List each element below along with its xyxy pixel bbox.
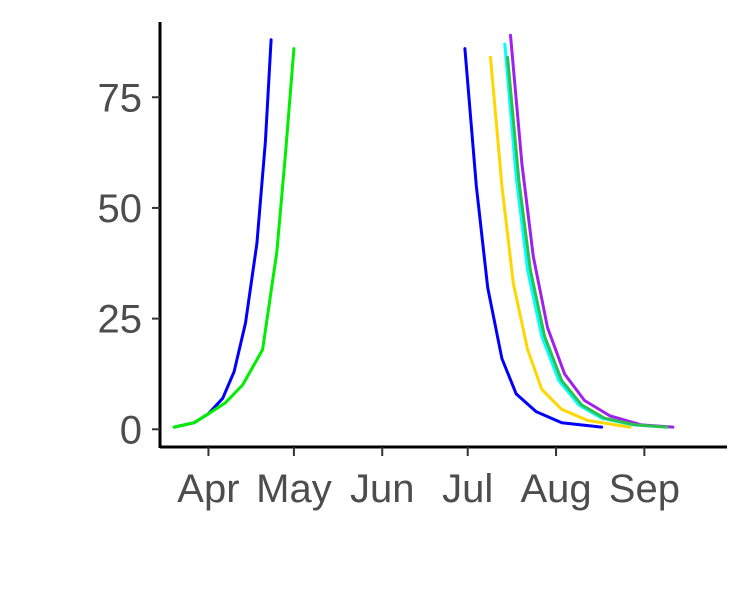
x-tick-label: Sep bbox=[609, 467, 680, 511]
x-tick-label: Jun bbox=[350, 467, 415, 511]
x-tick-label: Aug bbox=[520, 467, 591, 511]
series-line-2 bbox=[463, 47, 604, 429]
x-tick-label: Apr bbox=[177, 467, 239, 511]
series-line-1 bbox=[172, 47, 296, 429]
x-tick-label: Jul bbox=[442, 467, 493, 511]
y-tick-label: 0 bbox=[120, 408, 142, 452]
y-tick-label: 75 bbox=[98, 76, 143, 120]
plot-lines bbox=[172, 33, 675, 429]
axes bbox=[158, 22, 727, 449]
ticks: 0 25 50 75 Apr May Jun Jul Aug Sep bbox=[98, 76, 680, 511]
y-tick-label: 50 bbox=[98, 187, 143, 231]
series-line-0 bbox=[172, 38, 273, 429]
series-line-5 bbox=[509, 33, 675, 429]
series-line-4 bbox=[503, 42, 669, 429]
series-line-6 bbox=[506, 55, 669, 429]
x-tick-label: May bbox=[256, 467, 332, 511]
series-line-3 bbox=[489, 55, 632, 429]
y-tick-label: 25 bbox=[98, 298, 143, 342]
